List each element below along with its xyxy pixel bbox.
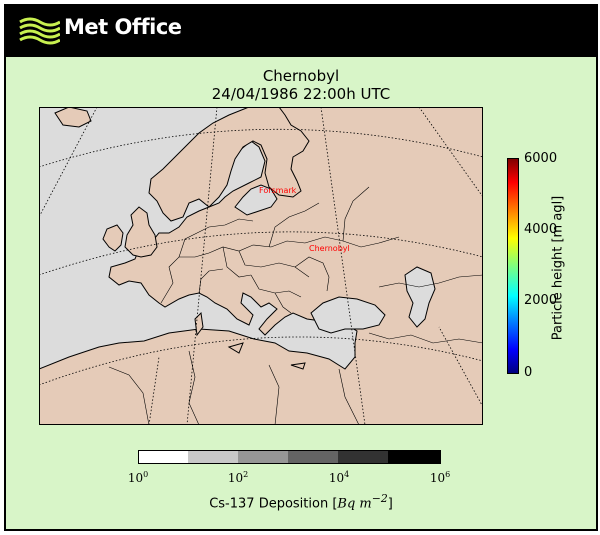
ireland xyxy=(102,224,124,252)
country-borders xyxy=(108,186,483,425)
europe-map: Forsmark Chernobyl xyxy=(39,107,483,425)
great-britain xyxy=(124,206,158,258)
map-border xyxy=(39,107,483,425)
iceland xyxy=(54,107,92,128)
marker-label-forsmark: Forsmark xyxy=(259,186,297,195)
deposition-axis-label: Cs-137 Deposition [Bq m−2] xyxy=(209,492,393,512)
deposition-tick-1e4: 104 xyxy=(328,470,350,485)
sicily xyxy=(227,342,244,354)
deposition-bin xyxy=(388,450,441,464)
plot-title: Chernobyl xyxy=(262,67,340,85)
header-bar: Met Office xyxy=(6,6,596,57)
deposition-tick-1e2: 102 xyxy=(227,470,249,485)
particle-height-axis-label: Particle height [m agl] xyxy=(550,195,566,341)
particle-height-tick-2000: 2000 xyxy=(524,293,558,308)
caspian-sea xyxy=(404,266,436,328)
deposition-tick-1e6: 106 xyxy=(429,470,451,485)
particle-height-tick-6000: 6000 xyxy=(524,151,558,166)
deposition-tick-1e0: 100 xyxy=(127,470,149,485)
scandinavia xyxy=(148,107,310,222)
plot-subtitle-datetime: 24/04/1986 22:00h UTC xyxy=(211,85,391,103)
marker-label-chernobyl: Chernobyl xyxy=(309,244,350,253)
met-office-wave-logo-icon xyxy=(19,17,60,45)
particle-height-tick-0: 0 xyxy=(524,365,533,380)
particle-height-colorbar-gradient xyxy=(507,158,519,374)
particle-height-tick-4000: 4000 xyxy=(524,222,558,237)
brand-name: Met Office xyxy=(64,15,182,39)
black-sea xyxy=(310,296,386,334)
graticule xyxy=(39,107,483,425)
baltic-sea xyxy=(234,184,278,216)
sardinia-corsica xyxy=(194,311,204,337)
crete xyxy=(290,362,306,370)
figure-frame: Met Office Chernobyl 24/04/1986 22:00h U… xyxy=(4,4,598,531)
deposition-colorbar-frame xyxy=(138,450,440,464)
